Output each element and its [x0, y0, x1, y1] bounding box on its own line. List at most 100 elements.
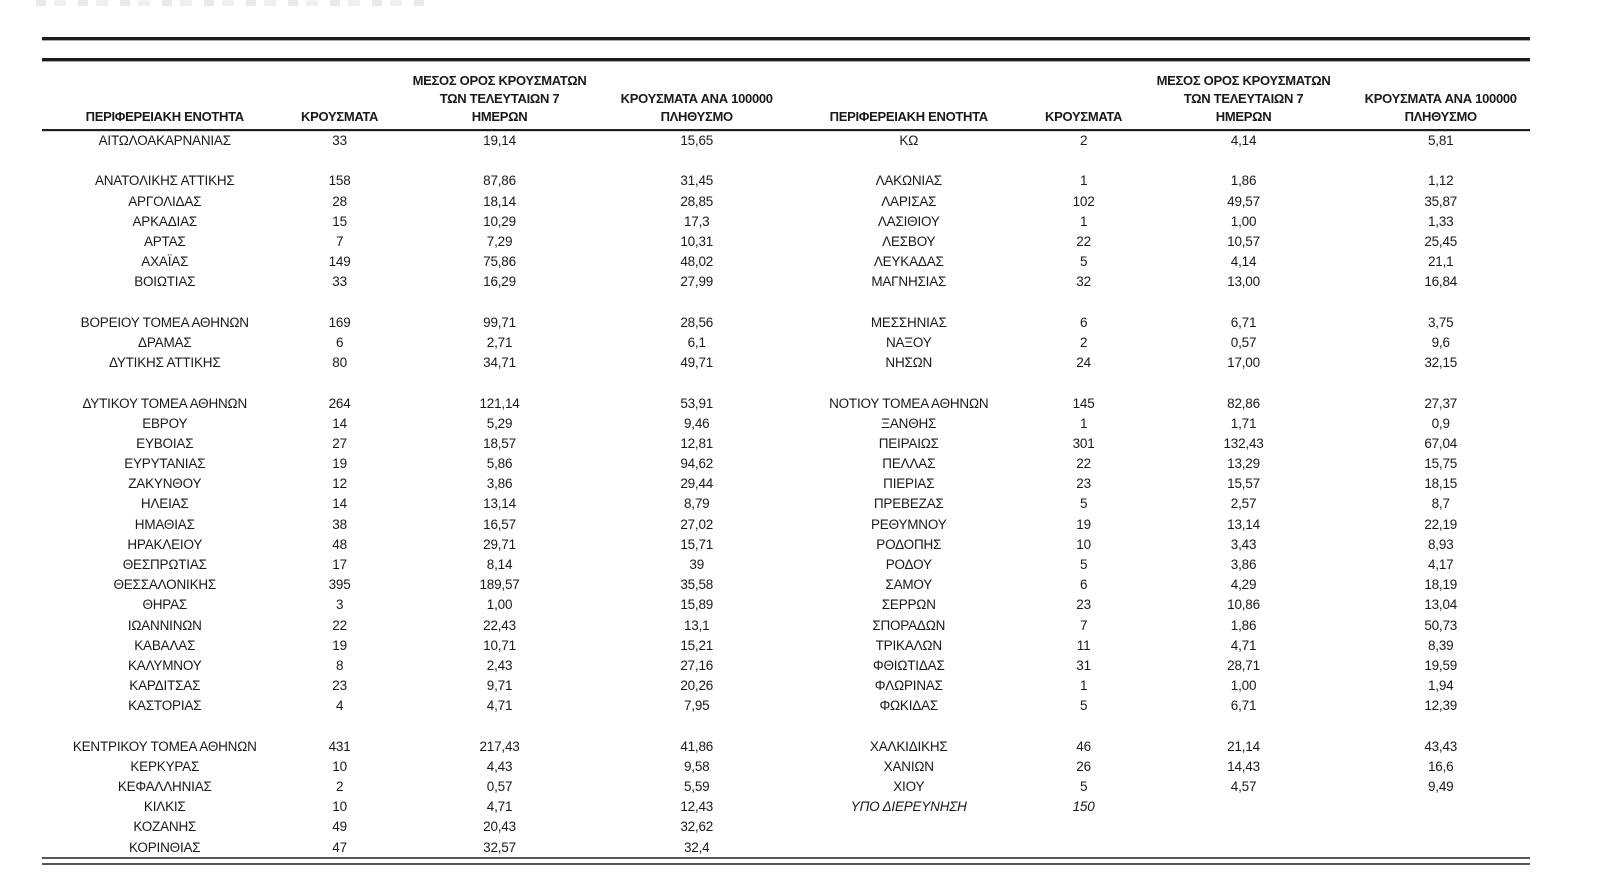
cell-region-name: ΛΑΣΙΘΙΟΥ: [877, 213, 940, 229]
table-row: ΥΠΟ ΔΙΕΡΕΥΝΗΣΗ 150: [786, 797, 1530, 817]
spacer-row: [42, 716, 786, 736]
cell-cases: 49: [332, 819, 347, 835]
cell-cases: 2: [1079, 334, 1088, 350]
cell-avg7: 14,43: [1227, 758, 1260, 774]
cell-avg7: 10,29: [483, 213, 516, 229]
cell-region-name: ΛΕΥΚΑΔΑΣ: [873, 254, 944, 270]
cell-cases: 38: [332, 516, 347, 532]
spacer-row: [42, 151, 786, 171]
table-row: ΕΒΡΟΥ 14 5,29 9,46: [42, 414, 786, 434]
cell-region-name: ΥΠΟ ΔΙΕΡΕΥΝΗΣΗ: [850, 799, 967, 815]
column-header-avg7: ΜΕΣΟΣ ΟΡΟΣ ΚΡΟΥΣΜΑΤΩΝ ΤΩΝ ΤΕΛΕΥΤΑΙΩΝ 7 Η…: [1135, 72, 1352, 131]
cell-avg7: 82,86: [1227, 395, 1260, 411]
top-rule-2: [42, 58, 1530, 61]
table-row: ΑΙΤΩΛΟΑΚΑΡΝΑΝΙΑΣ 33 19,14 15,65: [42, 130, 786, 151]
table-row: ΚΟΡΙΝΘΙΑΣ 47 32,57 32,4: [42, 838, 786, 858]
cell-avg7: 18,14: [483, 193, 516, 209]
cell-per100k: 39: [689, 557, 705, 573]
cell-cases: 5: [1079, 557, 1088, 573]
cell-per100k: 7,95: [683, 698, 710, 714]
table-row: ΤΡΙΚΑΛΩΝ 11 4,71 8,39: [786, 636, 1530, 656]
cell-region-name: ΦΘΙΩΤΙΔΑΣ: [872, 657, 945, 673]
cell-region-name: ΡΕΘΥΜΝΟΥ: [870, 516, 947, 532]
cell-region-name: ΚΑΛΥΜΝΟΥ: [128, 657, 202, 673]
cell-region-name: ΦΛΩΡΙΝΑΣ: [874, 678, 943, 694]
cell-avg7: 6,71: [1230, 698, 1257, 714]
cell-avg7: 4,29: [1230, 577, 1257, 593]
table-row: ΒΟΡΕΙΟΥ ΤΟΜΕΑ ΑΘΗΝΩΝ 169 99,71 28,56: [42, 313, 786, 333]
table-row: ΑΝΑΤΟΛΙΚΗΣ ΑΤΤΙΚΗΣ 158 87,86 31,45: [42, 171, 786, 191]
clipped-text-fragment: [36, 0, 428, 6]
cell-per100k: 13,04: [1424, 597, 1458, 613]
cell-avg7: 49,57: [1227, 193, 1260, 209]
cell-per100k: [1351, 797, 1530, 817]
cell-per100k: 27,02: [680, 516, 714, 532]
table-row: ΦΛΩΡΙΝΑΣ 1 1,00 1,94: [786, 676, 1530, 696]
cell-per100k: 29,44: [680, 476, 714, 492]
cell-region-name: ΔΥΤΙΚΟΥ ΤΟΜΕΑ ΑΘΗΝΩΝ: [82, 395, 248, 411]
cell-per100k: 28,56: [680, 314, 714, 330]
cell-per100k: 35,58: [680, 577, 714, 593]
cell-cases: [1032, 151, 1136, 171]
cell-region-name: ΤΡΙΚΑΛΩΝ: [875, 637, 942, 653]
cell-avg7: 7,29: [486, 234, 513, 250]
cell-per100k: 1,94: [1427, 678, 1454, 694]
cell-per100k: 8,7: [1431, 496, 1450, 512]
column-header-per100k: ΚΡΟΥΣΜΑΤΑ ΑΝΑ 100000 ΠΛΗΘΥΣΜΟ: [607, 72, 786, 131]
cell-cases: [288, 151, 392, 171]
cell-per100k: [1351, 151, 1530, 171]
cell-region-name: [42, 373, 288, 393]
cell-per100k: 32,4: [683, 839, 710, 855]
cell-region-name: ΚΙΛΚΙΣ: [143, 799, 186, 815]
table-row: ΚΑΣΤΟΡΙΑΣ 4 4,71 7,95: [42, 696, 786, 716]
cell-region-name: ΝΑΞΟΥ: [885, 334, 932, 350]
table-row: ΡΟΔΟΥ 5 3,86 4,17: [786, 555, 1530, 575]
cell-avg7: 5,29: [486, 415, 513, 431]
column-header-cases: ΚΡΟΥΣΜΑΤΑ: [287, 72, 392, 131]
cell-per100k: [1351, 838, 1530, 858]
cell-per100k: [607, 373, 786, 393]
cell-per100k: 48,02: [680, 254, 714, 270]
cell-avg7: 17,00: [1227, 355, 1260, 371]
table-row: ΣΑΜΟΥ 6 4,29 18,19: [786, 575, 1530, 595]
cell-per100k: 9,49: [1427, 779, 1454, 795]
cell-per100k: 9,58: [683, 758, 710, 774]
cell-cases: 22: [1076, 234, 1091, 250]
cell-per100k: 0,9: [1431, 415, 1450, 431]
cell-cases: 1: [1079, 415, 1088, 431]
cell-per100k: 27,16: [680, 657, 714, 673]
cell-avg7: 13,00: [1227, 274, 1260, 290]
cell-region-name: ΚΟΡΙΝΘΙΑΣ: [129, 839, 201, 855]
cell-per100k: 18,19: [1424, 577, 1458, 593]
cell-cases: 24: [1076, 355, 1091, 371]
cell-region-name: ΠΙΕΡΙΑΣ: [883, 476, 935, 492]
table-row: ΖΑΚΥΝΘΟΥ 12 3,86 29,44: [42, 474, 786, 494]
cell-per100k: 4,17: [1427, 557, 1454, 573]
cell-region-name: ΑΡΤΑΣ: [143, 234, 186, 250]
table-row: ΚΙΛΚΙΣ 10 4,71 12,43: [42, 797, 786, 817]
cell-per100k: 10,31: [680, 234, 714, 250]
cell-region-name: [786, 716, 1032, 736]
cell-cases: 10: [332, 799, 347, 815]
cell-region-name: [786, 373, 1032, 393]
cell-cases: 1: [1079, 173, 1088, 189]
cell-region-name: ΙΩΑΝΝΙΝΩΝ: [127, 617, 202, 633]
cell-region-name: ΧΑΝΙΩΝ: [883, 758, 934, 774]
cell-region-name: ΝΗΣΩΝ: [885, 355, 933, 371]
cell-region-name: ΣΑΜΟΥ: [885, 577, 933, 593]
cell-region-name: ΡΟΔΟΠΗΣ: [876, 536, 942, 552]
bottom-rule: [42, 857, 1530, 865]
table-row: ΚΑΒΑΛΑΣ 19 10,71 15,21: [42, 636, 786, 656]
cell-per100k: 16,84: [1424, 274, 1458, 290]
table-row: ΠΙΕΡΙΑΣ 23 15,57 18,15: [786, 474, 1530, 494]
table-row: ΧΑΛΚΙΔΙΚΗΣ 46 21,14 43,43: [786, 737, 1530, 757]
cell-cases: 395: [328, 577, 351, 593]
cell-region-name: ΛΕΣΒΟΥ: [882, 234, 936, 250]
table-row: ΘΕΣΠΡΩΤΙΑΣ 17 8,14 39: [42, 555, 786, 575]
cell-cases: 22: [1076, 456, 1091, 472]
cell-region-name: ΚΑΣΤΟΡΙΑΣ: [128, 698, 202, 714]
cell-avg7: 217,43: [479, 738, 520, 754]
cell-cases: 2: [1079, 133, 1088, 149]
column-header-region: ΠΕΡΙΦΕΡΕΙΑΚΗ ΕΝΟΤΗΤΑ: [786, 72, 1032, 131]
cell-cases: 46: [1076, 738, 1091, 754]
